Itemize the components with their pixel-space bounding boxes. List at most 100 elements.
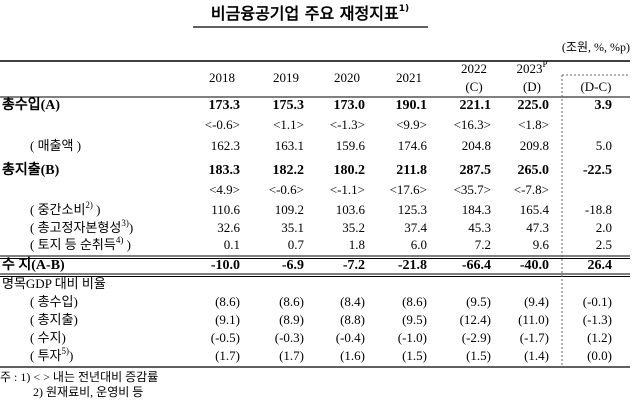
cell: -40.0 [520,258,549,273]
row-label: ( 총고정자본형성3)) [30,218,133,235]
row-label: 명목GDP 대비 비율 [2,276,106,291]
cell: (1.4) [524,348,549,363]
note: 주 : 1) < > 내는 전년대비 증감률 [0,370,158,384]
cell: (1.7) [279,348,304,363]
cell: 159.6 [336,138,366,153]
cell: (8.6) [279,294,304,309]
row-label: 수 지(A-B) [2,257,65,273]
cell: (11.0) [518,312,549,327]
cell: (-1.3) [583,312,612,327]
label: ( 투자 [30,348,62,363]
column-header: 2021 [396,70,422,85]
row-label: ( 매출액 ) [30,138,81,153]
column-header: 2022 [461,61,487,76]
row-label: ( 토지 등 순취득4) ) [30,235,131,252]
cell: (1.5) [466,348,491,363]
cell: 182.2 [273,163,305,178]
cell: 35.1 [281,220,304,235]
cell: 5.0 [596,138,612,153]
cell: <1.8> [518,117,549,132]
cell: 165.4 [520,202,550,217]
label: ( 매출액 ) [30,138,81,153]
cell: (9.5) [466,294,491,309]
cell: (8.6) [402,294,427,309]
cell: 184.3 [462,202,491,217]
cell: -66.4 [462,258,491,273]
cell: 211.8 [396,163,427,178]
label: 총수입(A) [2,97,60,113]
cell: 225.0 [518,98,550,113]
cell: 26.4 [588,258,613,273]
cell: <-1.3> [330,117,365,132]
cell: 0.7 [288,237,305,252]
cell: (8.8) [340,312,365,327]
cell: 175.3 [273,98,305,113]
unit: (조원, %, %p) [562,40,630,54]
cell: (-0.3) [275,330,304,345]
cell: 3.9 [595,98,613,113]
label: ( 수지) [30,330,66,345]
cell: -7.2 [343,258,365,273]
cell: 125.3 [398,202,427,217]
cell: (1.7) [215,348,240,363]
cell: (-0.1) [583,294,612,309]
cell: <9.9> [396,117,427,132]
cell: 209.8 [520,138,549,153]
year: 2022 [461,61,487,76]
cell: 204.8 [462,138,491,153]
footnote-mark: 4) [116,235,124,245]
cell: 287.5 [460,163,492,178]
column-header: 2018 [209,70,235,85]
cell: (-2.9) [462,330,491,345]
row-label: 총수입(A) [2,97,60,113]
cell: (9.1) [215,312,240,327]
row-label: 총지출(B) [2,161,60,178]
row-label: ( 중간소비2) ) [30,200,101,217]
footnote-mark: 3) [121,218,129,228]
cell: -10.0 [211,258,240,273]
cell: 32.6 [217,220,240,235]
title: 비금융공기업 주요 재정지표1) [211,4,409,23]
label: ( 총지출) [30,312,78,327]
cell: <17.6> [390,182,427,197]
cell: <16.3> [454,117,491,132]
cell: 110.6 [211,202,240,217]
column-sub: (C) [465,79,482,94]
label: ( 토지 등 순취득 [30,237,116,252]
cell: <-1.1> [330,182,365,197]
label: 명목GDP 대비 비율 [2,276,106,291]
cell: (8.9) [279,312,304,327]
cell: (-0.5) [211,330,240,345]
cell: 162.3 [211,138,240,153]
cell: <35.7> [454,182,491,197]
row-label: ( 총지출) [30,312,78,327]
label-close: ) [69,348,73,363]
label: 총지출(B) [2,161,60,178]
label: 수 지(A-B) [2,257,65,273]
year: 2020 [334,70,360,85]
cell: (8.4) [340,294,365,309]
label: ( 중간소비 [30,202,85,217]
title-text: 비금융공기업 주요 재정지표 [211,4,399,23]
cell: (8.6) [215,294,240,309]
cell: -18.8 [585,202,612,217]
cell: <-0.6> [205,117,240,132]
year: 2018 [209,70,235,85]
cell: 183.3 [209,163,241,178]
cell: 37.4 [404,220,427,235]
column-header: 2019 [273,70,299,85]
note: 2) 원재료비, 운영비 등 [33,385,143,399]
cell: (-1.0) [398,330,427,345]
cell: 173.3 [209,98,241,113]
cell: <-7.8> [514,182,549,197]
cell: (9.4) [524,294,549,309]
cell: 1.8 [349,237,365,252]
label-close: ) [93,202,101,217]
cell: 180.2 [334,163,366,178]
label: ( 총수입) [30,294,78,309]
cell: (1.2) [587,330,612,345]
cell: -22.5 [583,163,612,178]
cell: 45.3 [468,220,491,235]
label-close: ) [123,237,131,252]
